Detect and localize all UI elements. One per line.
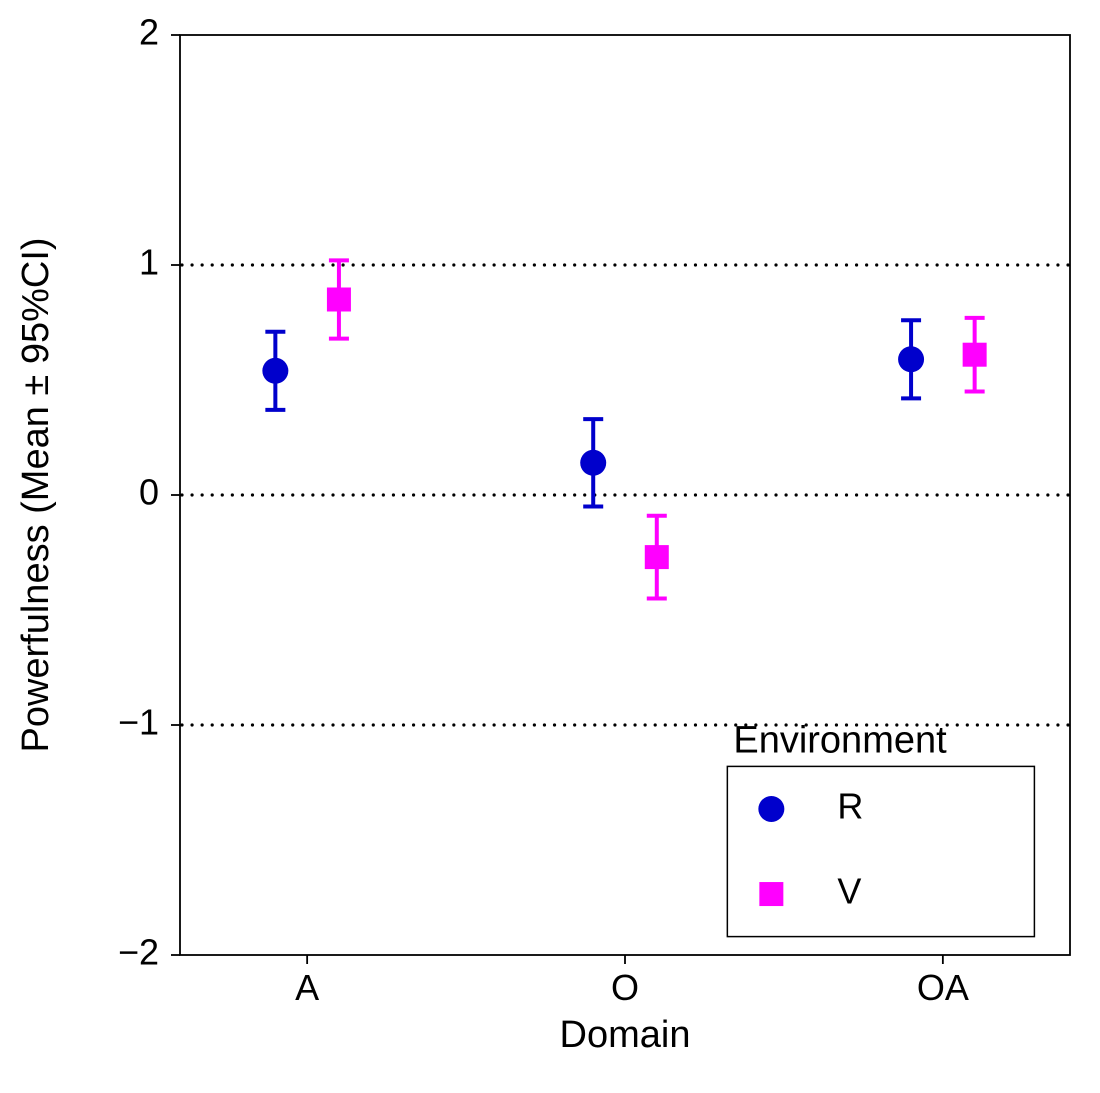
series-R-marker <box>898 346 924 372</box>
y-tick-label: −1 <box>118 702 159 743</box>
x-tick-label: OA <box>917 967 969 1008</box>
series-R-marker <box>580 450 606 476</box>
y-axis-label: Powerfulness (Mean ± 95%CI) <box>15 237 57 752</box>
legend-label-V: V <box>837 871 861 912</box>
y-tick-label: 2 <box>139 12 159 53</box>
y-tick-label: 0 <box>139 472 159 513</box>
x-tick-label: O <box>611 967 639 1008</box>
x-axis-label: Domain <box>560 1014 691 1056</box>
gridline <box>180 263 1069 266</box>
gridline <box>180 493 1069 496</box>
legend-label-R: R <box>837 785 863 826</box>
x-tick-label: A <box>295 967 319 1008</box>
series-V-marker <box>327 288 351 312</box>
chart-container: −2 −1 0 1 2 A O OA Domain Powerfulness (Mean ± 95… <box>0 0 1100 1093</box>
legend-R-marker <box>758 796 784 822</box>
series-V-marker <box>645 545 669 569</box>
legend-box <box>727 766 1034 936</box>
legend-V-marker <box>759 882 783 906</box>
y-tick-label: −2 <box>118 932 159 973</box>
errorbar-chart: −2 −1 0 1 2 A O OA Domain Powerfulness (Mean ± 95… <box>0 0 1100 1093</box>
series-V-marker <box>963 343 987 367</box>
series-R-marker <box>262 358 288 384</box>
y-tick-label: 1 <box>139 242 159 283</box>
legend-title: Environment <box>733 719 947 761</box>
